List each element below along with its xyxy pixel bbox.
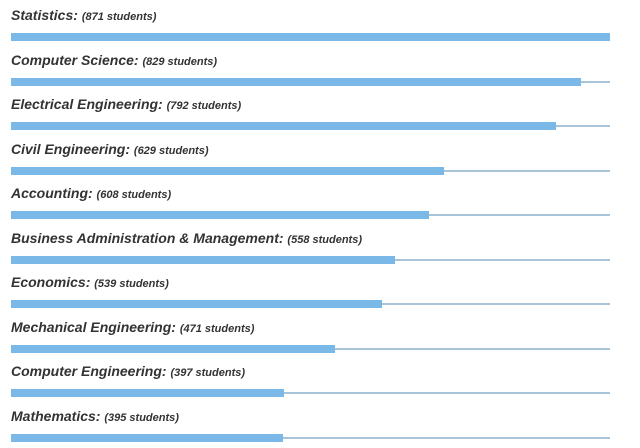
value-label: (871 students) (81, 11, 157, 23)
bar-row: Mathematics: (395 students) (11, 408, 610, 448)
category-label: Computer Engineering: (11, 363, 171, 379)
bar (11, 344, 335, 353)
bar-label: Electrical Engineering: (792 students) (11, 96, 241, 114)
value-label: (558 students) (287, 233, 362, 246)
bar (11, 122, 556, 130)
value-label: (829 students) (142, 55, 218, 68)
category-label: Business Administration & Management: (11, 229, 288, 246)
bar (11, 300, 382, 308)
value-label: (792 students) (166, 100, 242, 112)
value-label: (395 students) (104, 411, 179, 424)
bar-label: Business Administration & Management: (5… (11, 230, 362, 248)
bar-label: Statistics: (871 students) (11, 7, 156, 25)
category-label: Mechanical Engineering: (11, 318, 180, 335)
bar-row: Economics: (539 students) (11, 274, 610, 314)
bar-label: Mathematics: (395 students) (11, 408, 179, 426)
bar-label: Economics: (539 students) (11, 274, 169, 292)
bar-row: Mechanical Engineering: (471 students) (11, 319, 610, 359)
category-label: Accounting: (11, 185, 97, 201)
category-label: Statistics: (11, 7, 82, 23)
bar (11, 389, 285, 397)
bar-label: Civil Engineering: (629 students) (11, 141, 208, 159)
bar-track (11, 392, 610, 394)
bar (11, 433, 283, 442)
bar (11, 77, 582, 86)
value-label: (539 students) (94, 278, 169, 290)
bar (11, 166, 444, 175)
bar-label: Accounting: (608 students) (11, 185, 171, 203)
bar-row: Business Administration & Management: (5… (11, 230, 610, 270)
category-label: Mathematics: (11, 407, 105, 424)
value-label: (471 students) (179, 322, 255, 335)
bar-label: Computer Science: (829 students) (11, 52, 217, 70)
bar-row: Computer Engineering: (397 students) (11, 363, 610, 403)
bar-row: Electrical Engineering: (792 students) (11, 96, 610, 136)
bar-row: Statistics: (871 students) (11, 7, 610, 47)
bar-row: Civil Engineering: (629 students) (11, 141, 610, 181)
bar (11, 211, 430, 219)
value-label: (397 students) (170, 367, 246, 379)
bar (11, 33, 610, 41)
bar-label: Mechanical Engineering: (471 students) (11, 319, 254, 337)
category-label: Economics: (11, 274, 95, 290)
bar (11, 255, 395, 264)
category-label: Civil Engineering: (11, 140, 134, 157)
category-label: Electrical Engineering: (11, 96, 167, 112)
value-label: (608 students) (96, 189, 172, 201)
bar-row: Accounting: (608 students) (11, 185, 610, 225)
category-label: Computer Science: (11, 51, 143, 68)
bar-label: Computer Engineering: (397 students) (11, 363, 245, 381)
value-label: (629 students) (133, 144, 209, 157)
bar-row: Computer Science: (829 students) (11, 52, 610, 92)
bar-track (11, 436, 610, 439)
